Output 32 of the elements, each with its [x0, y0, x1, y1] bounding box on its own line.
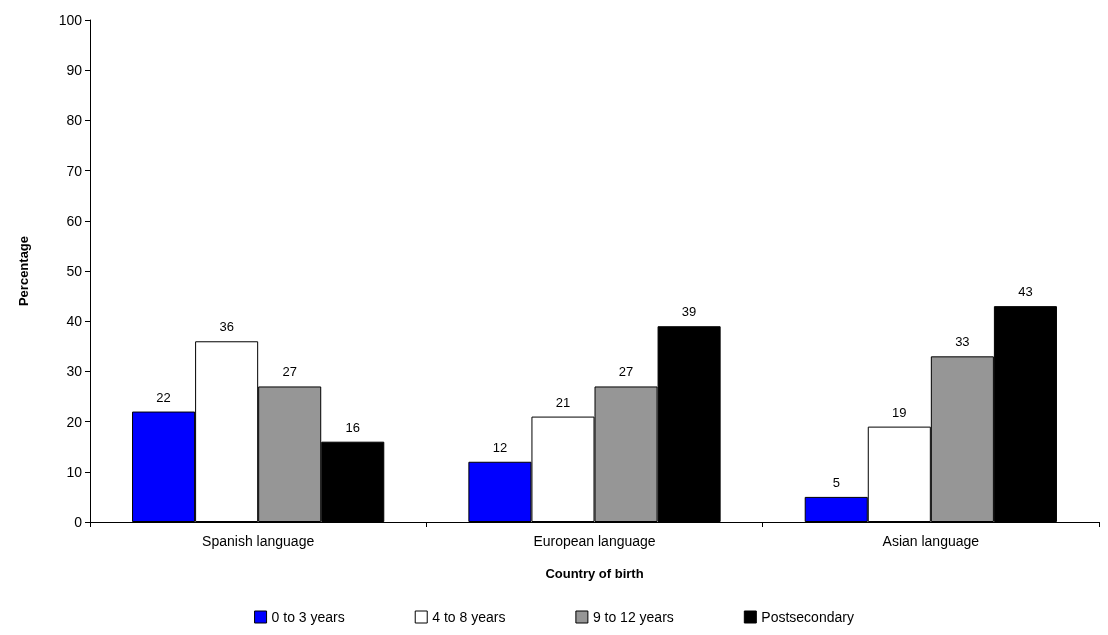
y-tick-label: 80	[66, 112, 83, 129]
x-tick-label: Asian language	[882, 533, 980, 549]
legend-label: 0 to 3 years	[271, 609, 345, 625]
y-tick-label: 50	[66, 263, 83, 279]
data-label: 36	[219, 319, 234, 335]
y-tick-label: 10	[66, 463, 83, 480]
legend-label: 4 to 8 years	[432, 609, 506, 625]
y-tick-label: 70	[66, 162, 83, 179]
data-label: 5	[832, 474, 840, 490]
y-tick-label: 100	[58, 12, 83, 28]
y-axis-title: Percentage	[16, 235, 31, 307]
legend-label: 9 to 12 years	[592, 609, 674, 625]
data-label: 39	[681, 304, 697, 320]
x-tick-label: European language	[533, 533, 656, 549]
y-tick-label: 20	[66, 413, 83, 430]
data-label: 19	[892, 404, 907, 420]
data-label: 27	[618, 364, 634, 380]
x-axis-title: Country of birth	[545, 566, 644, 581]
y-tick-label: 60	[66, 212, 83, 229]
data-label: 33	[955, 334, 970, 350]
legend-label: Postsecondary	[761, 609, 854, 625]
y-tick-label: 90	[66, 62, 83, 79]
y-tick-label: 0	[74, 514, 83, 530]
y-tick-label: 30	[66, 363, 83, 380]
data-label: 12	[492, 439, 508, 455]
y-tick-label: 40	[66, 313, 83, 330]
data-label: 16	[345, 419, 360, 435]
data-label: 27	[282, 364, 297, 380]
x-tick-label: Spanish language	[202, 533, 315, 549]
data-label: 22	[156, 389, 171, 405]
data-label: 43	[1018, 284, 1033, 300]
data-label: 21	[555, 394, 571, 410]
